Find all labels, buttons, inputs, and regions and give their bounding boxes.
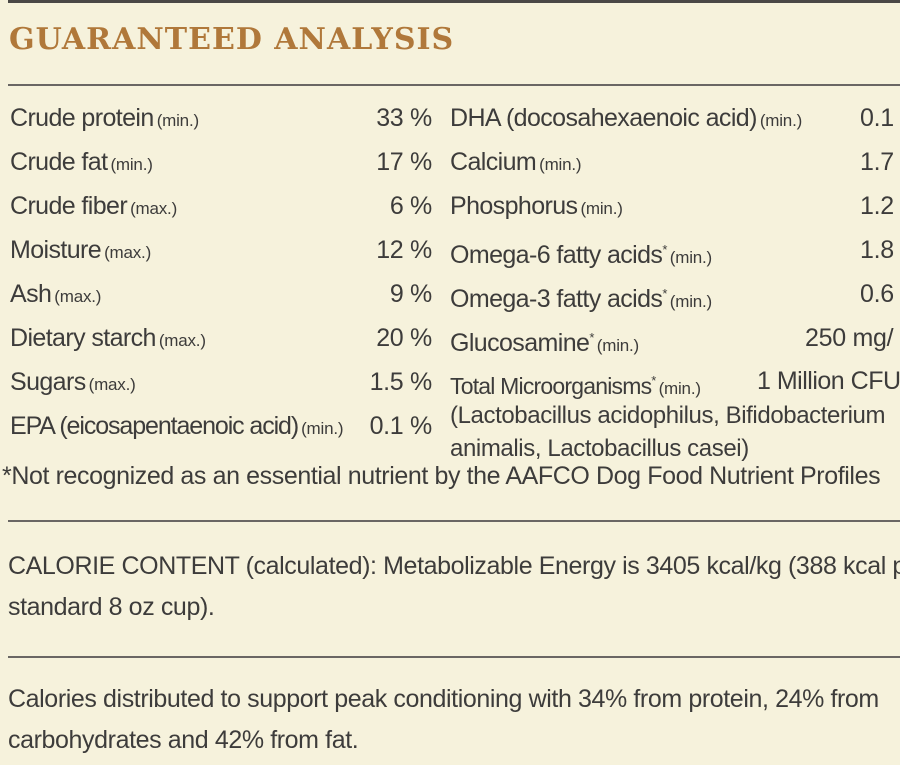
nutrient-row: Crude protein (min.) 33 % — [10, 96, 432, 140]
asterisk-mark: * — [651, 373, 656, 388]
nutrient-name: EPA (eicosapentaenoic acid) (min.) — [10, 412, 344, 440]
nutrient-value: 6 % — [389, 192, 432, 220]
nutrient-value: 1.7 — [860, 148, 894, 176]
asterisk-mark: * — [662, 286, 667, 301]
microorganisms-row: Total Microorganisms* (min.) 1 Million CF… — [450, 360, 900, 470]
nutrient-value: 9 % — [389, 280, 432, 308]
nutrient-row: Moisture (max.) 12 % — [10, 228, 432, 272]
nutrient-row: Crude fat (min.) 17 % — [10, 140, 432, 184]
nutrient-value: 250 mg/ — [805, 324, 894, 352]
nutrient-name: DHA (docosahexaenoic acid) (min.) — [450, 104, 803, 132]
nutrient-name: Glucosamine* (min.) — [450, 329, 640, 357]
nutrient-name: Omega-6 fatty acids* (min.) — [450, 241, 713, 269]
asterisk-mark: * — [662, 242, 667, 257]
nutrient-name: Phosphorus (min.) — [450, 192, 623, 220]
nutrient-row: EPA (eicosapentaenoic acid) (min.) 0.1 % — [10, 404, 432, 448]
divider — [8, 656, 900, 658]
nutrient-value: 12 % — [376, 236, 432, 264]
footnote: *Not recognized as an essential nutrient… — [2, 462, 881, 490]
nutrient-value: 1.5 % — [369, 368, 433, 396]
nutrient-row: Calcium (min.) 1.7 — [450, 140, 900, 184]
calorie-distribution: Calories distributed to support peak con… — [8, 685, 879, 754]
nutrient-row: Sugars (max.) 1.5 % — [10, 360, 432, 404]
nutrient-name: Crude fiber (max.) — [10, 192, 178, 220]
top-divider — [8, 0, 900, 3]
nutrient-row: DHA (docosahexaenoic acid) (min.) 0.1 — [450, 96, 900, 140]
nutrient-value: 33 % — [376, 104, 432, 132]
nutrient-value: 1.8 — [860, 236, 894, 264]
nutrient-row: Dietary starch (max.) 20 % — [10, 316, 432, 360]
nutrient-row: Ash (max.) 9 % — [10, 272, 432, 316]
asterisk-mark: * — [589, 330, 594, 345]
nutrient-row: Omega-3 fatty acids* (min.) 0.6 — [450, 272, 900, 316]
divider — [8, 520, 900, 522]
title-divider — [8, 84, 900, 86]
section-title: GUARANTEED ANALYSIS — [9, 22, 455, 57]
nutrient-value: 1 Million CFU/ — [757, 367, 900, 395]
nutrient-name: Dietary starch (max.) — [10, 324, 206, 352]
nutrient-name: Omega-3 fatty acids* (min.) — [450, 285, 713, 313]
microorganism-strains: (Lactobacillus acidophilus, Bifidobacter… — [450, 402, 886, 462]
nutrient-name: Calcium (min.) — [450, 148, 582, 176]
nutrient-value: 0.6 — [860, 280, 894, 308]
nutrient-row: Phosphorus (min.) 1.2 — [450, 184, 900, 228]
nutrient-row: Omega-6 fatty acids* (min.) 1.8 — [450, 228, 900, 272]
nutrient-name: Ash (max.) — [10, 280, 102, 308]
nutrient-name: Total Microorganisms* (min.) — [450, 373, 701, 399]
nutrient-value: 17 % — [376, 148, 432, 176]
nutrient-value: 0.1 % — [369, 412, 433, 440]
nutrient-value: 1.2 — [860, 192, 894, 220]
nutrient-value: 20 % — [376, 324, 432, 352]
right-nutrient-column: DHA (docosahexaenoic acid) (min.) 0.1 Cal… — [450, 96, 900, 470]
nutrient-name: Crude fat (min.) — [10, 148, 153, 176]
nutrient-name: Sugars (max.) — [10, 368, 136, 396]
nutrient-name: Moisture (max.) — [10, 236, 152, 264]
nutrient-name: Crude protein (min.) — [10, 104, 199, 132]
nutrient-row: Crude fiber (max.) 6 % — [10, 184, 432, 228]
calorie-content: CALORIE CONTENT (calculated): Metaboliza… — [8, 552, 900, 621]
left-nutrient-column: Crude protein (min.) 33 % Crude fat (min.)… — [10, 96, 432, 448]
nutrient-value: 0.1 — [860, 104, 894, 132]
nutrient-row: Glucosamine* (min.) 250 mg/ — [450, 316, 900, 360]
